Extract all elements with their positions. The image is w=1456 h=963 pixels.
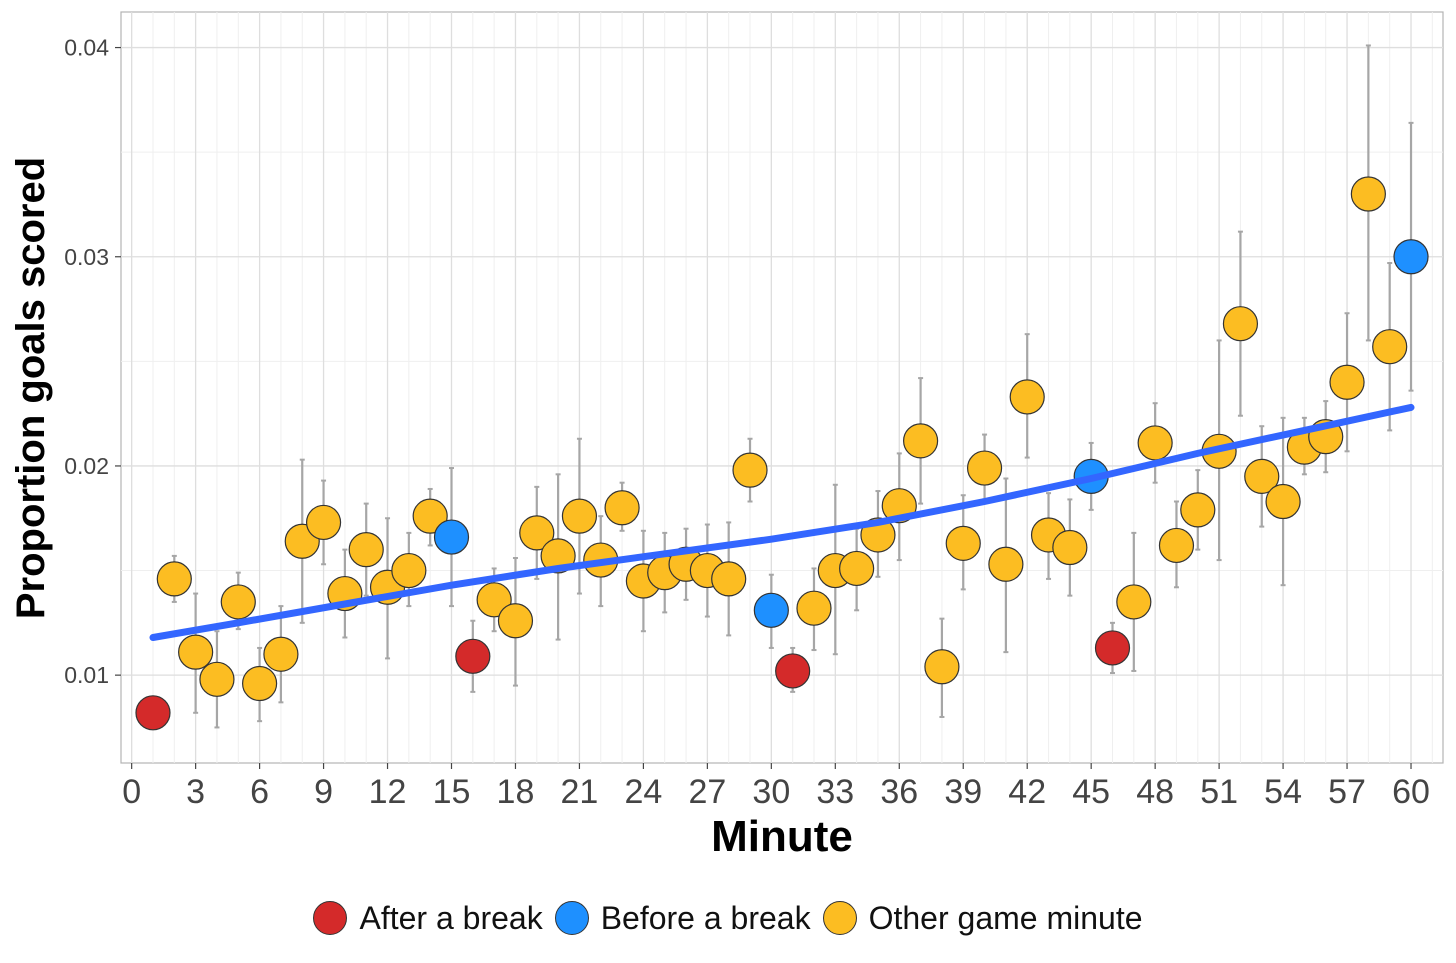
data-point-other (305, 504, 342, 541)
data-point-other (1244, 458, 1280, 495)
legend-label-before-break: Before a break (600, 899, 811, 936)
legend-item-before-break: Before a break (554, 899, 811, 937)
data-point-other (241, 665, 278, 702)
y-tick-label: 0.04 (64, 35, 109, 61)
data-point-other (1009, 379, 1045, 415)
data-point-after (455, 638, 491, 674)
data-point-other (1350, 176, 1386, 212)
x-tick-label: 24 (624, 773, 662, 811)
legend-label-other-minute: Other game minute (868, 899, 1143, 936)
legend-swatch-before-break (554, 901, 589, 935)
data-point-other (902, 423, 939, 459)
data-point-other (966, 450, 1003, 486)
data-point-other (1158, 527, 1195, 564)
data-point-before (753, 592, 789, 628)
x-tick-label: 57 (1328, 773, 1366, 811)
x-tick-label: 18 (497, 773, 535, 811)
data-point-other (199, 661, 235, 697)
data-point-other (988, 546, 1024, 582)
data-point-other (220, 584, 256, 620)
data-point-after (775, 653, 811, 689)
data-point-other (711, 561, 747, 597)
x-tick-label: 21 (561, 773, 599, 811)
scatter-chart: 0.010.020.030.04 0 3 6 9 12 15 18 21 24 27 30 33 36 3… (9, 11, 1444, 861)
data-point-other (412, 498, 448, 534)
data-point-other (1222, 306, 1259, 342)
data-point-other (156, 561, 192, 597)
data-point-other (1180, 492, 1216, 528)
data-point-other (604, 490, 640, 526)
x-tick-label: 54 (1264, 773, 1302, 811)
x-tick-label: 39 (944, 773, 982, 811)
data-point-other (178, 634, 214, 670)
data-point-after (135, 695, 171, 731)
legend-item-other-minute: Other game minute (822, 899, 1143, 937)
legend: After a break Before a break Other game … (0, 893, 1456, 943)
data-point-other (348, 532, 384, 568)
trend-line (149, 403, 1415, 641)
x-tick-label: 30 (752, 773, 790, 811)
data-point-other (561, 498, 598, 534)
data-point-other (924, 649, 960, 685)
legend-swatch-other-minute (822, 901, 857, 935)
x-tick-label: 9 (314, 773, 333, 811)
legend-item-after-break: After a break (313, 899, 543, 937)
data-point-other (1329, 364, 1365, 400)
x-tick-label: 45 (1072, 773, 1110, 811)
x-axis-ticks: 0 3 6 9 12 15 18 21 24 27 30 33 36 39 42 45 48 51 54 57 60 (122, 763, 1430, 811)
x-tick-label: 36 (880, 773, 918, 811)
x-tick-label: 60 (1392, 773, 1430, 811)
y-axis-ticks: 0.01 0.02 0.03 0.04 (64, 35, 121, 688)
x-axis-label: Minute (711, 812, 853, 861)
data-point-before (433, 519, 470, 555)
legend-label-after-break: After a break (359, 899, 543, 936)
x-tick-label: 33 (816, 773, 854, 811)
x-tick-label: 42 (1008, 773, 1046, 811)
x-tick-label: 27 (688, 773, 726, 811)
data-point-other (391, 552, 427, 589)
data-point-other (263, 636, 299, 672)
data-point-after (1094, 630, 1131, 666)
data-point-other (519, 515, 555, 551)
panel-background (120, 11, 1444, 764)
data-point-other (476, 582, 512, 618)
data-point-other (1052, 529, 1088, 566)
x-tick-label: 48 (1136, 773, 1174, 811)
x-tick-label: 6 (250, 773, 269, 811)
data-point-other (945, 525, 981, 561)
y-axis-label: Proportion goals scored (9, 157, 53, 619)
y-tick-label: 0.02 (64, 453, 109, 479)
data-point-other (497, 603, 534, 639)
legend-swatch-after-break (313, 901, 348, 935)
x-tick-label: 12 (369, 773, 407, 811)
data-point-other (1265, 483, 1301, 520)
x-tick-label: 3 (186, 773, 205, 811)
data-point-other (1372, 329, 1408, 365)
x-tick-label: 51 (1200, 773, 1238, 811)
y-tick-label: 0.03 (64, 244, 109, 270)
x-tick-label: 15 (433, 773, 471, 811)
data-point-other (796, 590, 832, 626)
data-point-other (1116, 584, 1152, 620)
data-point-other (732, 452, 768, 488)
data-point-other (1137, 425, 1173, 461)
x-tick-label: 0 (122, 773, 141, 811)
y-tick-label: 0.01 (64, 662, 109, 688)
data-point-other (839, 550, 875, 587)
data-point-before (1393, 239, 1429, 275)
